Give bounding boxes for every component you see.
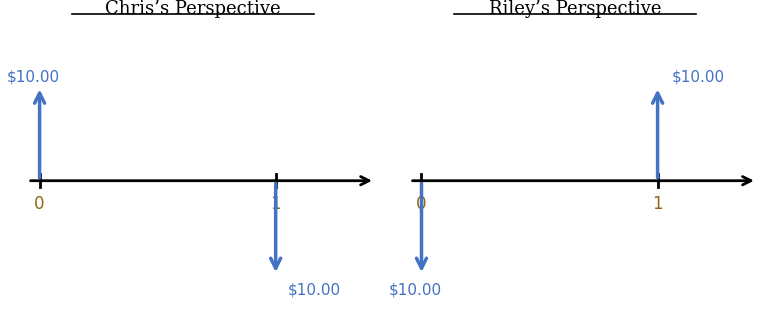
Text: Riley’s Perspective: Riley’s Perspective [488,0,661,18]
Text: 0: 0 [35,195,45,213]
Text: Chris’s Perspective: Chris’s Perspective [105,0,281,18]
Text: $10.00: $10.00 [389,283,442,297]
Text: $10.00: $10.00 [672,69,725,84]
Text: 1: 1 [652,195,663,213]
Text: $10.00: $10.00 [287,283,340,297]
Text: $10.00: $10.00 [6,69,60,84]
Text: 0: 0 [416,195,427,213]
Text: 1: 1 [270,195,281,213]
